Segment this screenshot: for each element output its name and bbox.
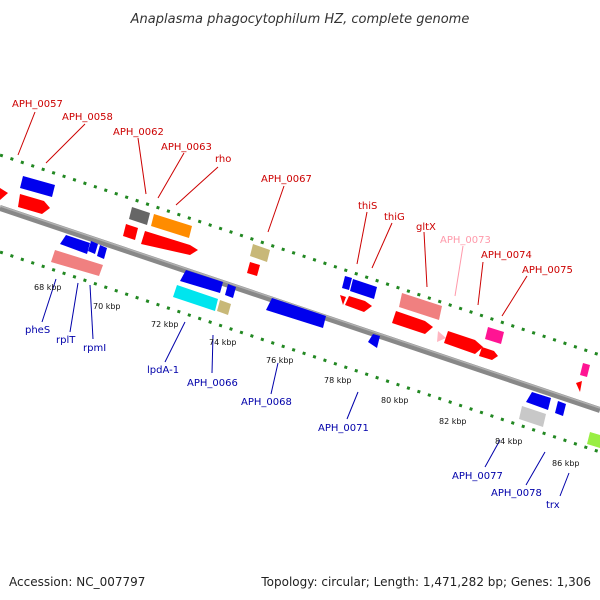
gene-label-thig: thiG — [384, 212, 405, 223]
tick-label: 82 kbp — [439, 417, 467, 426]
tick-label: 78 kbp — [324, 376, 352, 385]
tick-label: 72 kbp — [151, 320, 179, 329]
forward-genes — [0, 176, 590, 392]
gene-label-aph-0063: APH_0063 — [161, 142, 212, 153]
genome-backbone-highlight — [0, 205, 600, 409]
gene-feature — [350, 279, 377, 299]
gene-label-aph-0066: APH_0066 — [187, 378, 238, 389]
gene-feature — [51, 250, 103, 276]
gene-feature — [399, 293, 442, 320]
gene-feature — [173, 285, 218, 311]
reverse-leaders — [41, 278, 570, 497]
gene-feature — [526, 392, 551, 410]
gene-feature — [368, 334, 380, 348]
gene-label-gltx: gltX — [416, 222, 436, 233]
gene-feature — [123, 224, 138, 240]
gene-label-this: thiS — [358, 201, 377, 212]
gene-feature — [129, 207, 150, 225]
summary-text: Topology: circular; Length: 1,471,282 bp… — [260, 575, 591, 589]
forward-gene-labels: APH_0057 APH_0058 APH_0062 APH_0063 rho … — [12, 99, 573, 276]
tick-label: 86 kbp — [552, 459, 580, 468]
gene-feature — [250, 244, 270, 262]
gene-feature — [587, 432, 600, 448]
reverse-genes — [51, 235, 600, 448]
gene-feature — [345, 296, 372, 312]
gene-feature — [0, 188, 8, 200]
tick-label: 76 kbp — [266, 356, 294, 365]
gene-label-rpmi: rpmI — [83, 343, 106, 354]
gene-feature — [392, 311, 433, 334]
gene-feature — [342, 276, 352, 290]
gene-feature — [437, 331, 446, 342]
gene-feature — [151, 214, 192, 238]
gene-label-aph-0067: APH_0067 — [261, 174, 312, 185]
coordinate-ticks: 68 kbp 70 kbp 72 kbp 74 kbp 76 kbp 78 kb… — [34, 283, 580, 468]
gene-label-aph-0073: APH_0073 — [440, 235, 491, 246]
gene-label-aph-0078: APH_0078 — [491, 488, 542, 499]
gene-feature — [485, 327, 504, 344]
gene-feature — [18, 194, 50, 214]
gene-feature — [444, 331, 483, 354]
accession-text: Accession: NC_007797 — [9, 575, 145, 589]
gene-feature — [97, 245, 107, 259]
tick-label: 68 kbp — [34, 283, 62, 292]
gene-feature — [266, 298, 326, 328]
tick-label: 84 kbp — [495, 437, 523, 446]
gene-label-trx: trx — [546, 500, 560, 511]
gene-label-aph-0077: APH_0077 — [452, 471, 503, 482]
gene-feature — [479, 347, 498, 360]
gene-label-aph-0075: APH_0075 — [522, 265, 573, 276]
gene-label-aph-0057: APH_0057 — [12, 99, 63, 110]
gene-feature — [340, 295, 346, 305]
gene-feature — [519, 406, 546, 427]
gene-feature — [580, 363, 590, 377]
gene-feature — [225, 284, 236, 298]
tick-label: 80 kbp — [381, 396, 409, 405]
map-title: Anaplasma phagocytophilum HZ, complete g… — [130, 12, 470, 27]
reverse-gene-labels: pheS rplT rpmI lpdA-1 APH_0066 APH_0068 … — [25, 325, 560, 511]
gene-label-rho: rho — [215, 154, 231, 165]
gene-label-phes: pheS — [25, 325, 50, 336]
gene-feature — [180, 270, 223, 293]
tick-label: 74 kbp — [209, 338, 237, 347]
gene-feature — [576, 381, 582, 392]
gene-feature — [217, 300, 231, 315]
faint-leader — [454, 245, 464, 297]
gene-label-aph-0071: APH_0071 — [318, 423, 369, 434]
gene-feature — [60, 235, 90, 254]
gene-feature — [20, 176, 55, 197]
gene-label-aph-0058: APH_0058 — [62, 112, 113, 123]
gene-feature — [141, 231, 198, 255]
forward-leaders — [17, 111, 528, 317]
gene-label-rplt: rplT — [56, 335, 76, 346]
gene-feature — [555, 401, 566, 416]
gene-feature — [247, 262, 260, 276]
gene-label-aph-0074: APH_0074 — [481, 250, 532, 261]
gene-label-aph-0068: APH_0068 — [241, 397, 292, 408]
gene-label-lpda-1: lpdA-1 — [147, 365, 179, 376]
gene-feature — [88, 241, 98, 254]
tick-label: 70 kbp — [93, 302, 121, 311]
gene-label-aph-0062: APH_0062 — [113, 127, 164, 138]
